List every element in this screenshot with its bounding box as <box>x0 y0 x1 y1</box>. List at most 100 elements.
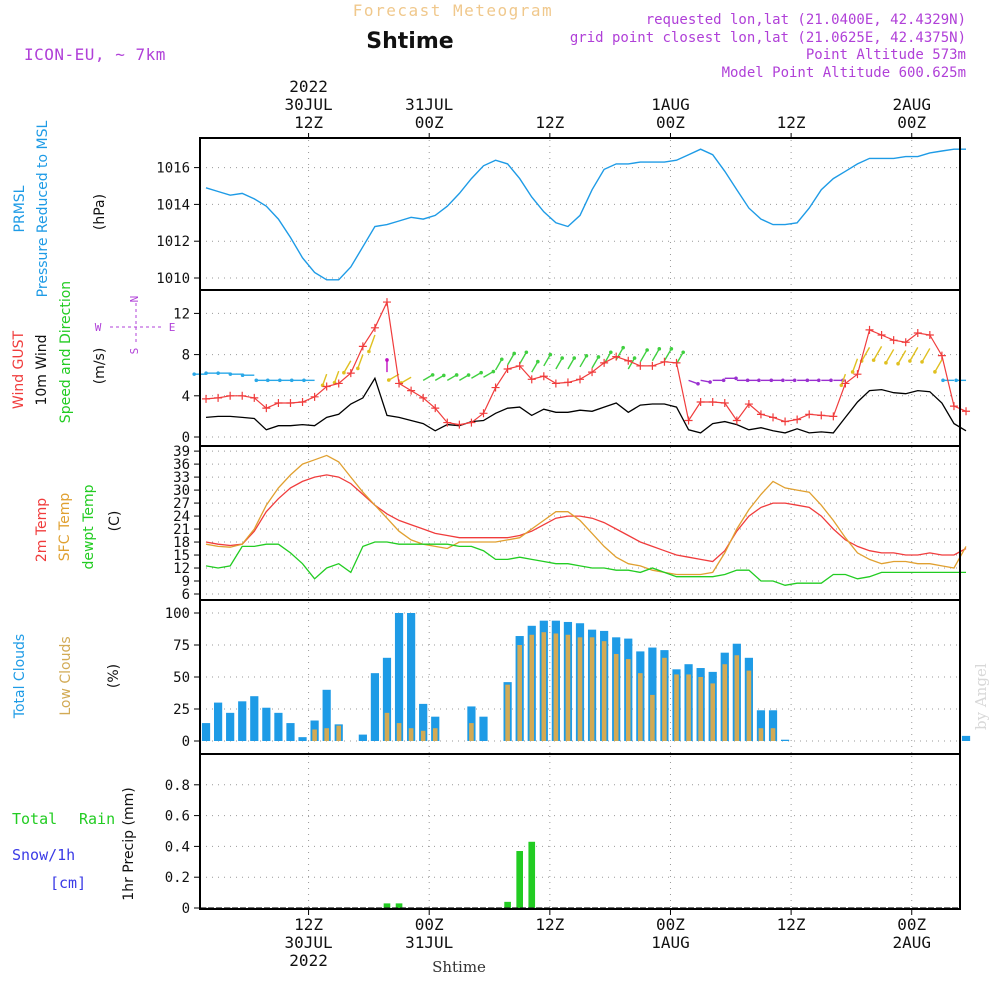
wind-direction-arrowhead <box>908 359 912 363</box>
temperature-ytick-label: 12 <box>173 561 190 577</box>
wind-direction-arrowhead <box>884 361 888 365</box>
wind-direction-arrow <box>663 348 672 362</box>
temp-units: (C) <box>107 511 123 532</box>
wind-units: (m/s) <box>92 348 108 385</box>
wind-direction-arrowhead <box>757 378 761 383</box>
wind-direction-arrowhead <box>734 376 738 381</box>
requested-point: requested lon,lat (21.0400E, 42.4329N) <box>646 12 966 28</box>
wind-gust-marker <box>732 416 741 425</box>
wind-direction-arrow <box>483 370 494 378</box>
wind-gust-marker <box>382 298 391 307</box>
model-label: ICON-EU, ~ 7km <box>24 45 166 64</box>
compass-east: E <box>169 321 176 334</box>
wind-gust-marker <box>346 369 355 378</box>
wind-direction-arrowhead <box>669 347 674 351</box>
wind-direction-arrowhead <box>621 345 625 350</box>
pressure-ytick-label: 1010 <box>156 271 190 287</box>
wind-direction-arrowhead <box>596 355 601 359</box>
wind-direction-arrowhead <box>512 351 517 356</box>
wind-direction-arrowhead <box>385 358 389 362</box>
low-clouds-bar <box>529 634 535 741</box>
wind-gust-marker <box>226 391 235 400</box>
low-clouds-bar <box>710 683 715 741</box>
wind-gust-marker <box>515 361 524 370</box>
wind-direction-arrowhead <box>572 356 577 360</box>
low-clouds-bar <box>758 728 764 741</box>
wind-gust-marker <box>817 411 826 420</box>
low-clouds-bar <box>746 670 752 741</box>
wind-gust-marker <box>889 336 898 345</box>
low-clouds-bar <box>589 637 595 741</box>
low-clouds-bar <box>505 684 510 741</box>
wind-direction-arrow <box>507 353 515 366</box>
wind-gust-marker <box>901 338 910 347</box>
wind-direction-arrowhead <box>479 370 483 375</box>
bottom-time-label: 2022 <box>289 951 328 970</box>
temperature-ytick-label: 21 <box>173 522 190 538</box>
rain-bar <box>516 851 523 908</box>
precip-ytick-label: 0.4 <box>165 839 190 855</box>
temperature-ytick-label: 33 <box>173 470 190 486</box>
temperature-ytick-label: 30 <box>173 483 190 499</box>
temperature-ytick-label: 39 <box>173 444 190 460</box>
wind-direction-arrowhead <box>228 372 233 376</box>
total-clouds-bar <box>394 613 404 741</box>
precip-ytick-label: 0.2 <box>165 870 190 886</box>
wind-gust-marker <box>491 383 500 392</box>
precip-label-rain: Rain <box>79 810 115 828</box>
wind-label-10m: 10m Wind <box>34 334 50 405</box>
grid-layer <box>200 140 960 909</box>
total-clouds-bar <box>382 657 392 741</box>
bottom-time-label: 00Z <box>897 915 926 934</box>
wind-direction-arrowhead <box>896 361 900 366</box>
wind-gust-marker <box>334 379 343 388</box>
wind-gust-marker <box>829 412 838 421</box>
top-time-label: 00Z <box>897 113 926 132</box>
wind-gust-marker <box>624 356 633 365</box>
bottom-time-label: 2AUG <box>892 933 931 952</box>
total-clouds-bar <box>262 707 271 741</box>
pressure-line <box>205 148 966 281</box>
clouds-ytick-label: 25 <box>173 702 190 718</box>
wind-gust-marker <box>551 379 560 388</box>
precip-ytick-label: 0.6 <box>165 809 190 825</box>
wind-gust-marker <box>937 351 946 360</box>
wind-gust-marker <box>756 410 765 419</box>
wind-gust-marker <box>781 417 790 426</box>
wind-direction-arrowhead <box>454 373 459 377</box>
bottom-time-label: 12Z <box>294 915 323 934</box>
total-clouds-bar <box>648 647 657 741</box>
wind-direction-arrowhead <box>192 372 196 376</box>
wind-direction-arrow <box>851 358 859 373</box>
low-clouds-bar <box>734 655 740 741</box>
wind-direction-arrowhead <box>657 347 662 351</box>
wind-gust-marker <box>479 409 488 418</box>
wind-gust-marker <box>636 361 645 370</box>
wind-gust-marker <box>298 397 307 406</box>
wind-gust-marker <box>370 323 379 332</box>
precip-ytick-label: 0.8 <box>165 778 190 794</box>
wind-gust-line <box>205 300 967 426</box>
low-clouds-bar <box>625 659 631 741</box>
total-clouds-bar <box>322 689 331 741</box>
point-altitude: Point Altitude 573m <box>806 47 966 63</box>
wind-ytick-label: 0 <box>182 430 190 446</box>
wind-direction-arrow <box>543 354 551 367</box>
pressure-label-msl: Pressure Reduced to MSL <box>35 120 51 297</box>
temp-dewpoint-line <box>205 541 966 586</box>
pressure-label-prmsl: PRMSL <box>12 185 28 232</box>
temperature-ytick-label: 36 <box>173 457 190 473</box>
clouds-units: (%) <box>106 664 122 688</box>
top-time-label: 12Z <box>777 113 806 132</box>
total-clouds-bar <box>250 696 259 741</box>
wind-gust-marker <box>358 342 367 351</box>
wind-gust-marker <box>588 368 597 377</box>
precip-ytick-label: 0 <box>182 901 190 917</box>
low-clouds-bar <box>384 712 390 741</box>
top-time-label: 31JUL <box>405 95 453 114</box>
wind-gust-marker <box>527 375 536 384</box>
wind-direction-arrowhead <box>536 359 540 364</box>
wind-gust-marker <box>744 400 753 409</box>
low-clouds-bar <box>638 673 643 741</box>
low-clouds-bar <box>324 728 329 741</box>
